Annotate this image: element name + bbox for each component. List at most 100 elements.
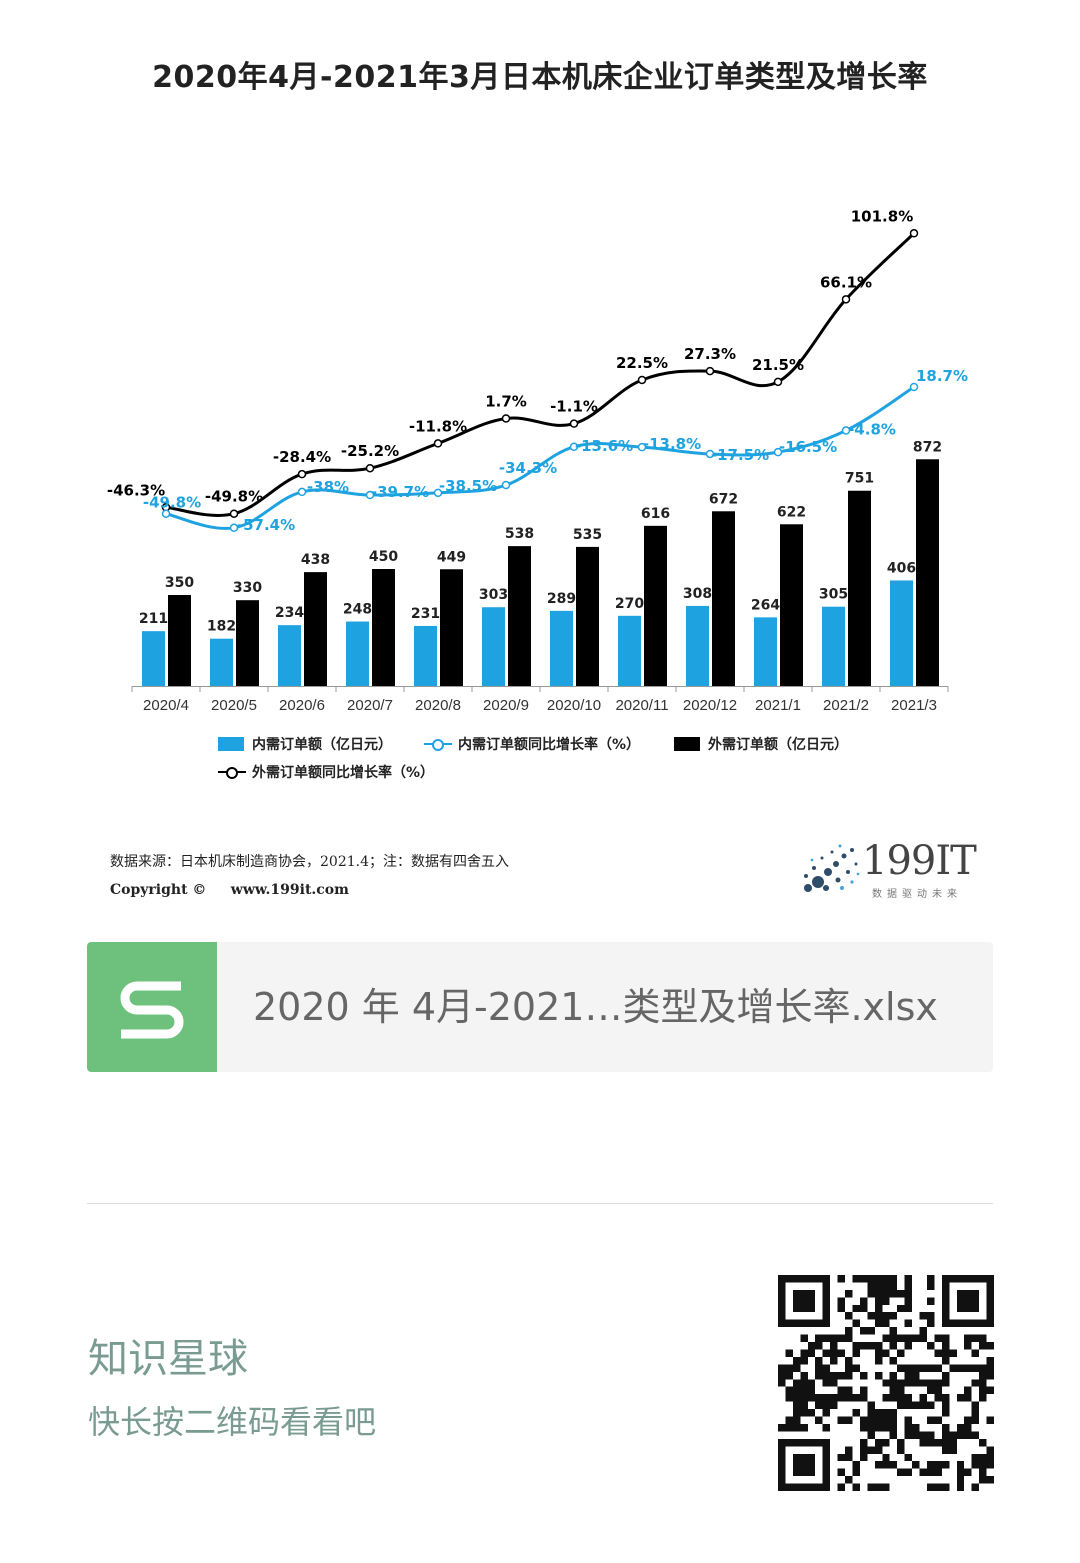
logo-dots-icon	[804, 844, 860, 892]
data-label-foreign: 350	[165, 575, 194, 591]
foreign-growth-data-label: 22.5%	[616, 354, 668, 372]
legend-label: 内需订单额同比增长率（%）	[458, 737, 641, 753]
bar-foreign	[372, 569, 395, 686]
logo-subtitle: 数据驱动未来	[872, 889, 962, 900]
199it-logo: 199IT 数据驱动未来	[798, 838, 988, 902]
bar-foreign	[304, 572, 327, 686]
file-name: 2020 年 4月-2021…类型及增长率.xlsx	[253, 985, 938, 1029]
bar-foreign	[848, 490, 871, 686]
foreign-growth-marker	[909, 229, 919, 238]
chart-title: 2020年4月-2021年3月日本机床企业订单类型及增长率	[152, 60, 928, 95]
foreign-growth-marker	[501, 414, 511, 423]
domestic-growth-marker	[229, 523, 239, 533]
foreign-growth-data-label: 21.5%	[752, 356, 804, 374]
legend-swatch	[218, 737, 244, 751]
foreign-growth-data-label: -46.3%	[107, 481, 165, 499]
data-label-foreign: 330	[233, 580, 262, 596]
foreign-growth-marker	[297, 469, 307, 479]
bar-foreign	[576, 546, 599, 686]
domestic-growth-data-label: 18.7%	[916, 367, 968, 385]
data-label-domestic: 270	[615, 596, 644, 612]
domestic-growth-marker	[161, 509, 171, 518]
foreign-growth-data-label: -1.1%	[550, 398, 598, 416]
x-tick-label: 2020/4	[143, 697, 189, 714]
foreign-growth-data-label: 66.1%	[820, 273, 872, 291]
chart: 2020/4 2020/5 2020/6 2020/7 2020/8 2020/9 2020…	[107, 207, 968, 714]
promo-title: 知识星球	[88, 1336, 248, 1382]
bar-foreign	[440, 569, 463, 686]
data-label-domestic: 264	[751, 597, 780, 613]
source-note: 数据来源：日本机床制造商协会，2021.4；注：数据有四舍五入 Copyrigh…	[110, 848, 509, 904]
domestic-growth-data-label: -16.5%	[779, 438, 837, 456]
domestic-growth-data-label: -39.7%	[371, 483, 429, 501]
data-label-foreign: 438	[301, 552, 330, 568]
data-label-domestic: 231	[411, 606, 440, 622]
domestic-growth-marker	[297, 487, 307, 497]
foreign-growth-data-label: -11.8%	[409, 417, 467, 435]
legend-domestic-orders: 内需订单额（亿日元）	[218, 734, 392, 754]
domestic-growth-data-label: -4.8%	[848, 420, 896, 438]
bar-foreign	[168, 595, 191, 686]
bar-domestic	[686, 605, 709, 686]
bar-domestic	[482, 607, 505, 686]
legend-label: 内需订单额（亿日元）	[252, 737, 392, 753]
domestic-growth-data-label: -57.4%	[237, 516, 295, 534]
data-label-domestic: 305	[819, 587, 848, 603]
bar-foreign	[644, 525, 667, 686]
bar-domestic	[618, 615, 641, 686]
bar-domestic	[822, 606, 845, 686]
x-tick-label: 2020/5	[211, 697, 257, 714]
data-label-foreign: 538	[505, 526, 534, 542]
divider	[87, 1203, 993, 1204]
domestic-growth-marker	[705, 449, 715, 459]
bar-foreign	[236, 600, 259, 686]
spreadsheet-s-icon	[87, 942, 217, 1072]
bar-foreign	[712, 511, 735, 686]
foreign-growth-marker	[365, 463, 375, 473]
foreign-growth-marker	[433, 439, 443, 448]
bar-domestic	[550, 610, 573, 686]
foreign-growth-data-label: -25.2%	[341, 442, 399, 460]
foreign-growth-line	[165, 232, 916, 517]
domestic-growth-marker	[365, 490, 375, 500]
domestic-growth-marker	[637, 442, 647, 452]
x-tick-label: 2020/7	[347, 697, 393, 714]
domestic-growth-marker	[841, 426, 851, 435]
x-tick-label: 2021/3	[891, 697, 937, 714]
domestic-growth-marker	[433, 488, 443, 498]
source-line: 数据来源：日本机床制造商协会，2021.4；注：数据有四舍五入	[110, 854, 509, 870]
domestic-growth-line	[165, 385, 915, 530]
bar-domestic	[278, 625, 301, 686]
foreign-growth-data-label: 1.7%	[485, 392, 527, 410]
x-tick-label: 2020/8	[415, 697, 461, 714]
data-label-foreign: 751	[845, 471, 874, 487]
data-label-domestic: 182	[207, 619, 236, 635]
foreign-growth-marker	[229, 509, 239, 518]
x-tick-label: 2020/6	[279, 697, 325, 714]
legend-line-marker	[424, 737, 452, 751]
domestic-growth-marker	[909, 382, 919, 392]
legend-foreign-orders: 外需订单额（亿日元）	[674, 734, 848, 754]
bar-foreign	[780, 524, 803, 686]
foreign-growth-data-label: -49.8%	[205, 488, 263, 506]
data-label-domestic: 234	[275, 605, 304, 621]
data-label-foreign: 450	[369, 549, 398, 565]
x-tick-label: 2020/12	[683, 697, 737, 714]
bar-domestic	[346, 621, 369, 686]
bar-domestic	[890, 580, 913, 686]
data-label-domestic: 303	[479, 587, 508, 603]
bar-domestic	[414, 625, 437, 686]
domestic-growth-data-label: -13.6%	[575, 437, 633, 455]
domestic-growth-marker	[569, 442, 579, 452]
copyright-line: Copyright © www.199it.com	[110, 882, 349, 898]
domestic-growth-data-label: -13.8%	[643, 435, 701, 453]
qr-code[interactable]	[778, 1275, 994, 1491]
domestic-growth-data-label: -34.3%	[499, 459, 557, 477]
foreign-growth-data-label: 27.3%	[684, 345, 736, 363]
file-attachment-card[interactable]: 2020 年 4月-2021…类型及增长率.xlsx	[87, 942, 993, 1072]
domestic-growth-marker	[773, 447, 783, 457]
bar-domestic	[210, 638, 233, 686]
x-tick-label: 2021/2	[823, 697, 869, 714]
legend-foreign-growth: 外需订单额同比增长率（%）	[218, 762, 434, 782]
x-tick-label: 2020/9	[483, 697, 529, 714]
